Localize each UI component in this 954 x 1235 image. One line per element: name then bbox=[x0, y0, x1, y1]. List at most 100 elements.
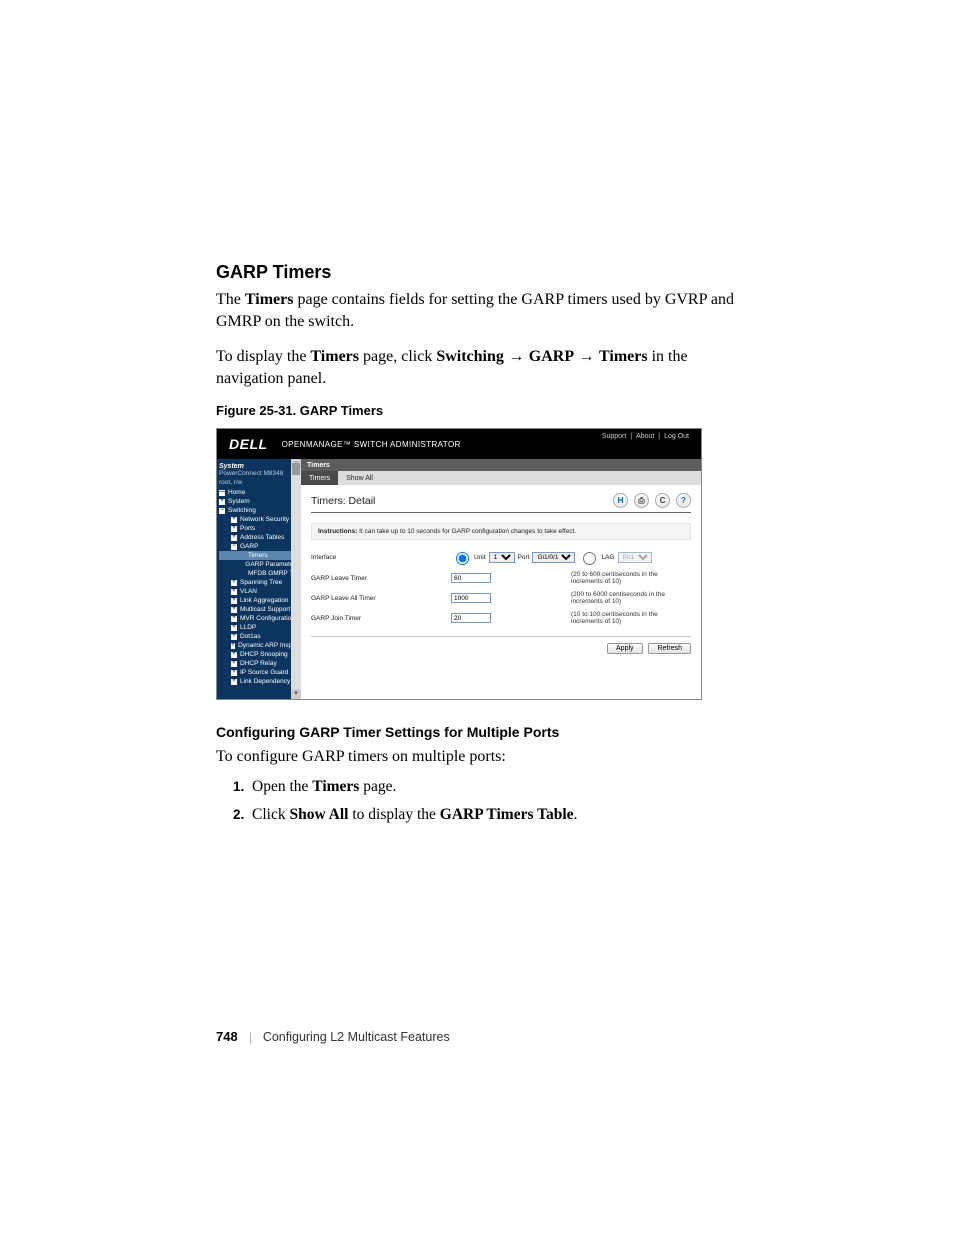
expand-icon[interactable]: + bbox=[231, 661, 237, 667]
nav-item[interactable]: +System bbox=[219, 497, 299, 506]
row-leaveall-timer: GARP Leave All Timer (200 to 6000 centis… bbox=[311, 588, 691, 608]
nav-item[interactable]: +Link Aggregation bbox=[219, 596, 299, 605]
expand-icon[interactable]: + bbox=[231, 670, 237, 676]
intro-paragraph-2: To display the Timers page, click Switch… bbox=[216, 346, 738, 389]
nav-item-label: Link Dependency bbox=[240, 677, 290, 686]
nav-item[interactable]: +IP Source Guard bbox=[219, 668, 299, 677]
nav-item-label: Spanning Tree bbox=[240, 578, 282, 587]
node-icon[interactable]: — bbox=[219, 490, 225, 496]
nav-item[interactable]: +Network Security bbox=[219, 515, 299, 524]
unit-select[interactable]: 1 bbox=[489, 552, 515, 563]
expand-icon[interactable]: + bbox=[231, 607, 237, 613]
nav-item[interactable]: +VLAN bbox=[219, 587, 299, 596]
collapse-icon[interactable]: − bbox=[231, 544, 237, 550]
nav-item[interactable]: +Link Dependency bbox=[219, 677, 299, 686]
text: Open the bbox=[252, 778, 312, 795]
leaveall-timer-input[interactable] bbox=[451, 593, 491, 603]
garp-strong: GARP bbox=[529, 348, 574, 365]
show-all-strong: Show All bbox=[289, 806, 348, 823]
tab-show-all[interactable]: Show All bbox=[338, 471, 381, 485]
nav-item-label: DHCP Relay bbox=[240, 659, 277, 668]
expand-icon[interactable]: + bbox=[231, 517, 237, 523]
nav-item[interactable]: GARP Parameters bbox=[219, 560, 299, 569]
nav-item[interactable]: +Ports bbox=[219, 524, 299, 533]
apply-button[interactable]: Apply bbox=[607, 643, 643, 654]
timers-strong: Timers bbox=[245, 291, 294, 308]
expand-icon[interactable]: + bbox=[231, 679, 237, 685]
screenshot: DELL OPENMANAGE™ SWITCH ADMINISTRATOR Su… bbox=[216, 428, 702, 700]
text: To display the bbox=[216, 348, 310, 365]
nav-item[interactable]: +DHCP Relay bbox=[219, 659, 299, 668]
unit-label: Unit bbox=[474, 554, 486, 561]
steps-list: Open the Timers page. Click Show All to … bbox=[216, 776, 738, 825]
leaveall-timer-label: GARP Leave All Timer bbox=[311, 595, 451, 602]
sub-intro: To configure GARP timers on multiple por… bbox=[216, 746, 738, 768]
nav-item-label: GARP bbox=[240, 542, 258, 551]
nav-item-label: MVR Configuration bbox=[240, 614, 295, 623]
page-footer: 748 | Configuring L2 Multicast Features bbox=[216, 1029, 450, 1045]
nav-item-label: VLAN bbox=[240, 587, 257, 596]
expand-icon[interactable]: + bbox=[219, 499, 225, 505]
instructions-label: Instructions: bbox=[318, 528, 357, 535]
nav-item[interactable]: −GARP bbox=[219, 542, 299, 551]
text: to display the bbox=[348, 806, 439, 823]
leave-timer-hint: (20 to 600 centiseconds in the increment… bbox=[571, 571, 691, 585]
nav-device-label: PowerConnect M8348 bbox=[219, 470, 299, 477]
expand-icon[interactable]: + bbox=[231, 598, 237, 604]
logout-link[interactable]: Log Out bbox=[662, 433, 691, 440]
nav-item[interactable]: +DHCP Snooping bbox=[219, 650, 299, 659]
button-row: Apply Refresh bbox=[311, 636, 691, 654]
tab-timers[interactable]: Timers bbox=[301, 471, 338, 485]
refresh-button[interactable]: Refresh bbox=[648, 643, 691, 654]
leave-timer-input[interactable] bbox=[451, 573, 491, 583]
instructions: Instructions: It can take up to 10 secon… bbox=[311, 523, 691, 540]
help-icon[interactable]: ? bbox=[676, 493, 691, 508]
expand-icon[interactable]: + bbox=[231, 643, 235, 649]
expand-icon[interactable]: + bbox=[231, 652, 237, 658]
nav-item[interactable]: —Home bbox=[219, 488, 299, 497]
nav-item[interactable]: −Switching bbox=[219, 506, 299, 515]
save-icon[interactable]: H bbox=[613, 493, 628, 508]
breadcrumb: Timers bbox=[301, 459, 701, 471]
refresh-icon[interactable]: C bbox=[655, 493, 670, 508]
nav-item[interactable]: +MVR Configuration bbox=[219, 614, 299, 623]
nav-scrollbar[interactable]: ▴ ▾ bbox=[291, 459, 301, 699]
nav-item[interactable]: +Spanning Tree bbox=[219, 578, 299, 587]
lag-radio[interactable] bbox=[583, 552, 596, 565]
nav-item[interactable]: +Dynamic ARP Inspec bbox=[219, 641, 299, 650]
unit-radio[interactable] bbox=[456, 552, 469, 565]
nav-item-label: Multicast Support bbox=[240, 605, 290, 614]
chapter-title: Configuring L2 Multicast Features bbox=[263, 1030, 450, 1044]
nav-item-label: LLDP bbox=[240, 623, 256, 632]
expand-icon[interactable]: + bbox=[231, 625, 237, 631]
nav-item[interactable]: +Multicast Support bbox=[219, 605, 299, 614]
row-join-timer: GARP Join Timer (10 to 100 centiseconds … bbox=[311, 608, 691, 628]
collapse-icon[interactable]: − bbox=[219, 508, 225, 514]
app-title: OPENMANAGE™ SWITCH ADMINISTRATOR bbox=[268, 440, 461, 449]
port-select[interactable]: Gi1/0/1 bbox=[532, 552, 575, 563]
print-icon[interactable]: ⎙ bbox=[634, 493, 649, 508]
scroll-thumb[interactable] bbox=[292, 463, 300, 475]
nav-system-label: System bbox=[219, 463, 299, 470]
nav-item[interactable]: MFDB GMRP Ta bbox=[219, 569, 299, 578]
nav-item-label: Switching bbox=[228, 506, 256, 515]
expand-icon[interactable]: + bbox=[231, 634, 237, 640]
row-leave-timer: GARP Leave Timer (20 to 600 centiseconds… bbox=[311, 568, 691, 588]
about-link[interactable]: About bbox=[634, 433, 656, 440]
nav-item[interactable]: +Address Tables bbox=[219, 533, 299, 542]
join-timer-input[interactable] bbox=[451, 613, 491, 623]
expand-icon[interactable]: + bbox=[231, 535, 237, 541]
nav-item[interactable]: +Dot1as bbox=[219, 632, 299, 641]
timers-strong: Timers bbox=[310, 348, 359, 365]
support-link[interactable]: Support bbox=[600, 433, 629, 440]
expand-icon[interactable]: + bbox=[231, 616, 237, 622]
scroll-down-icon[interactable]: ▾ bbox=[291, 689, 301, 699]
nav-item[interactable]: +LLDP bbox=[219, 623, 299, 632]
figure-caption: Figure 25-31. GARP Timers bbox=[216, 403, 738, 418]
expand-icon[interactable]: + bbox=[231, 580, 237, 586]
expand-icon[interactable]: + bbox=[231, 589, 237, 595]
nav-item[interactable]: Timers bbox=[219, 551, 299, 560]
expand-icon[interactable]: + bbox=[231, 526, 237, 532]
join-timer-hint: (10 to 100 centiseconds in the increment… bbox=[571, 611, 691, 625]
join-timer-label: GARP Join Timer bbox=[311, 615, 451, 622]
